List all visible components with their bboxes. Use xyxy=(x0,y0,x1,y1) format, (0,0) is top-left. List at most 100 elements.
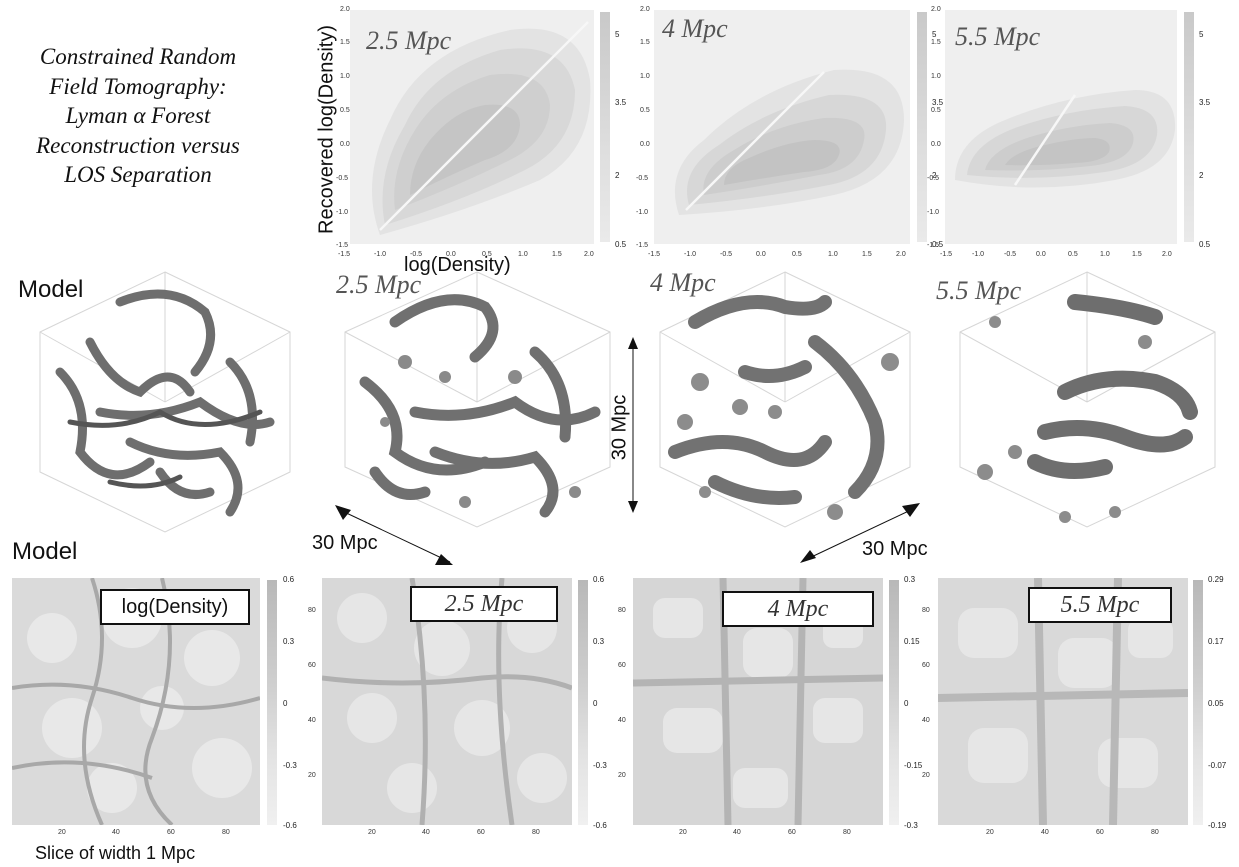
volume-model xyxy=(30,262,300,542)
colorbar-tick: -0.3 xyxy=(593,761,607,770)
y-tick: 0.0 xyxy=(640,141,650,148)
x-tick: 60 xyxy=(477,829,485,836)
colorbar-tick: 5 xyxy=(932,30,937,39)
volume-5-5 xyxy=(955,262,1220,537)
slice-x-ticks: 20 40 60 80 xyxy=(322,829,572,839)
x-tick: 2.0 xyxy=(584,251,594,258)
colorbar-tick: -0.19 xyxy=(1208,821,1227,830)
x-tick: 80 xyxy=(843,829,851,836)
x-tick: -1.0 xyxy=(972,251,985,258)
colorbar-tick: 0.3 xyxy=(904,575,916,584)
colorbar-tick: 0.05 xyxy=(1208,699,1224,708)
x-tick: 40 xyxy=(733,829,741,836)
scatter-y-ticks: 2.0 1.5 1.0 0.5 0.0 -0.5 -1.0 -1.5 xyxy=(636,6,652,250)
scale-label-left: 30 Mpc xyxy=(312,532,378,554)
x-tick: 0.5 xyxy=(1068,251,1078,258)
scale-arrow-vertical xyxy=(628,337,638,513)
colorbar xyxy=(600,12,610,242)
volume-render xyxy=(39,271,291,533)
slice-image xyxy=(322,578,572,825)
y-tick: 20 xyxy=(308,772,316,779)
colorbar-tick: 0.5 xyxy=(615,240,627,249)
volume-label: 4 Mpc xyxy=(650,268,716,297)
volume-2-5 xyxy=(335,262,620,537)
colorbar-tick: 0.6 xyxy=(593,575,605,584)
scatter-y-ticks: 2.0 1.5 1.0 0.5 0.0 -0.5 -1.0 -1.5 xyxy=(332,6,350,250)
colorbar-tick: 0.3 xyxy=(283,637,295,646)
x-tick: 20 xyxy=(679,829,687,836)
scatter-contours xyxy=(955,90,1176,188)
y-tick: 1.5 xyxy=(640,39,650,46)
x-tick: 2.0 xyxy=(896,251,906,258)
colorbar-tick: 5 xyxy=(615,30,620,39)
y-tick: 80 xyxy=(308,607,316,614)
y-tick: -1.5 xyxy=(636,242,649,249)
scale-label-right: 30 Mpc xyxy=(862,538,928,560)
scatter-ylabel: Recovered log(Density) xyxy=(315,25,338,234)
colorbar-tick: 3.5 xyxy=(615,98,627,107)
scatter-x-ticks: -1.5 -1.0 -0.5 0.0 0.5 1.0 1.5 2.0 xyxy=(338,251,600,261)
x-tick: 1.5 xyxy=(552,251,562,258)
x-tick: 0.5 xyxy=(482,251,492,258)
volume-render xyxy=(959,271,1216,528)
y-tick: 40 xyxy=(308,717,316,724)
scale-arrow-right xyxy=(800,503,920,563)
x-tick: -0.5 xyxy=(720,251,733,258)
x-tick: -0.5 xyxy=(410,251,423,258)
colorbar-tick: -0.15 xyxy=(904,761,923,770)
colorbar-tick: 0 xyxy=(904,699,909,708)
colorbar-tick: -0.07 xyxy=(1208,761,1227,770)
x-tick: 80 xyxy=(222,829,230,836)
colorbar xyxy=(578,580,588,825)
colorbar-tick: 0.17 xyxy=(1208,637,1224,646)
title-line: Field Tomography: xyxy=(49,73,227,99)
colorbar-tick: 2 xyxy=(932,171,937,180)
colorbar-tick: 3.5 xyxy=(932,98,944,107)
title-line: Constrained Random xyxy=(39,44,237,69)
slice-y-ticks: 80 60 40 20 xyxy=(922,580,936,825)
volume-label: 5.5 Mpc xyxy=(936,276,1022,305)
y-tick: -0.5 xyxy=(636,175,649,182)
scatter-label: 2.5 Mpc xyxy=(366,26,452,55)
y-tick: 0.5 xyxy=(640,107,650,114)
colorbar-tick: 3.5 xyxy=(1199,98,1211,107)
colorbar-tick: 2 xyxy=(1199,171,1204,180)
y-tick: -1.5 xyxy=(927,242,940,249)
x-tick: 0.0 xyxy=(446,251,456,258)
title-line: Lyman α Forest xyxy=(65,103,211,128)
x-tick: 0.0 xyxy=(1036,251,1046,258)
colorbar-tick: 5 xyxy=(1199,30,1204,39)
y-tick: -1.5 xyxy=(336,242,349,249)
colorbar-tick: -0.3 xyxy=(283,761,297,770)
scatter-contours xyxy=(372,21,591,236)
scatter-xlabel: log(Density) xyxy=(404,254,511,276)
figure-title: Constrained Random Field Tomography: Lym… xyxy=(18,42,258,190)
volume-4 xyxy=(655,262,915,537)
colorbar-tick: -0.3 xyxy=(904,821,918,830)
volume-render xyxy=(659,271,911,528)
scatter-label: 4 Mpc xyxy=(662,14,728,43)
volume-render xyxy=(344,271,611,528)
scatter-x-ticks: -1.5 -1.0 -0.5 0.0 0.5 1.0 1.5 2.0 xyxy=(648,251,918,261)
x-tick: 80 xyxy=(532,829,540,836)
colorbar-tick: 0.6 xyxy=(283,575,295,584)
colorbar-tick: 2 xyxy=(615,171,620,180)
slice-label: log(Density) xyxy=(100,589,250,625)
x-tick: 80 xyxy=(1151,829,1159,836)
y-tick: 80 xyxy=(922,607,930,614)
y-tick: 1.0 xyxy=(340,73,350,80)
scatter-contours xyxy=(674,69,904,215)
x-tick: 1.5 xyxy=(862,251,872,258)
x-tick: -1.0 xyxy=(374,251,387,258)
y-tick: 2.0 xyxy=(640,6,650,13)
x-tick: 60 xyxy=(788,829,796,836)
y-tick: -0.5 xyxy=(927,175,940,182)
x-tick: 60 xyxy=(1096,829,1104,836)
volume-row-label: Model xyxy=(18,276,84,303)
x-tick: 1.0 xyxy=(1100,251,1110,258)
slice-label: 5.5 Mpc xyxy=(1028,587,1172,623)
scale-arrow-left xyxy=(335,505,453,565)
x-tick: 1.0 xyxy=(828,251,838,258)
slice-x-ticks: 20 40 60 80 xyxy=(633,829,883,839)
volume-label: 2.5 Mpc xyxy=(336,270,422,299)
